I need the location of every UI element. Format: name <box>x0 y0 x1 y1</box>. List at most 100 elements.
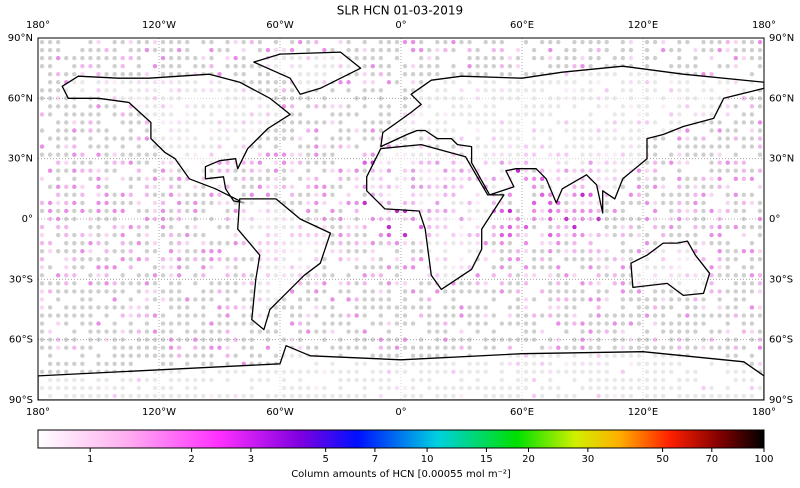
sample-dot <box>346 88 351 93</box>
sample-dot <box>314 281 319 286</box>
sample-dot <box>225 321 230 326</box>
sample-dot <box>144 120 150 125</box>
sample-dot <box>144 208 150 214</box>
sample-dot <box>354 200 359 206</box>
sample-dot <box>685 208 690 214</box>
sample-dot <box>693 63 698 69</box>
sample-dot <box>733 104 738 109</box>
sample-dot <box>628 297 634 302</box>
sample-dot <box>64 112 69 117</box>
sample-dot <box>249 39 254 45</box>
sample-dot <box>757 361 763 366</box>
sample-dot <box>120 112 125 117</box>
sample-dot <box>322 152 327 157</box>
sample-dot <box>217 72 222 77</box>
y-tick-label: 60°N <box>8 93 33 104</box>
sample-dot <box>330 144 335 149</box>
sample-dot <box>459 305 464 310</box>
sample-dot <box>741 273 747 278</box>
sample-dot <box>185 47 190 53</box>
sample-dot <box>475 72 480 77</box>
sample-dot <box>418 55 424 61</box>
sample-dot <box>241 240 246 246</box>
sample-dot <box>338 104 343 109</box>
sample-dot <box>685 176 690 181</box>
sample-dot <box>451 144 456 149</box>
sample-dot <box>677 224 682 230</box>
sample-dot <box>338 321 343 326</box>
sample-dot <box>709 160 714 165</box>
sample-dot <box>297 39 303 45</box>
sample-dot <box>548 345 553 350</box>
sample-dot <box>96 281 101 286</box>
sample-dot <box>596 321 601 326</box>
sample-dot <box>652 321 658 326</box>
colorbar-tick-label: 2 <box>188 454 194 465</box>
sample-dot <box>104 55 109 61</box>
sample-dot <box>47 168 53 173</box>
sample-dot <box>757 305 763 310</box>
sample-dot <box>394 39 400 45</box>
sample-dot <box>136 289 142 294</box>
sample-dot <box>354 305 359 310</box>
sample-dot <box>55 96 61 101</box>
sample-dot <box>88 39 93 45</box>
sample-dot <box>168 273 174 278</box>
sample-dot <box>201 321 206 326</box>
sample-dot <box>652 144 658 149</box>
sample-dot <box>233 353 238 358</box>
sample-dot <box>604 289 609 294</box>
sample-dot <box>757 224 763 230</box>
sample-dot <box>346 112 351 117</box>
sample-dot <box>120 313 125 318</box>
sample-dot <box>410 240 416 246</box>
sample-dot <box>39 265 45 270</box>
sample-dot <box>475 273 480 278</box>
sample-dot <box>96 265 101 270</box>
sample-dot <box>644 297 650 302</box>
sample-dot <box>556 39 561 45</box>
sample-dot <box>693 184 698 190</box>
sample-dot <box>709 152 714 157</box>
sample-dot <box>152 176 158 181</box>
sample-dot <box>628 337 634 342</box>
sample-dot <box>677 337 682 342</box>
sample-dot <box>39 176 45 181</box>
sample-dot <box>717 297 722 302</box>
sample-dot <box>55 72 61 77</box>
sample-dot <box>120 152 125 157</box>
sample-dot <box>136 345 142 350</box>
sample-dot <box>572 208 577 214</box>
sample-dot <box>152 289 158 294</box>
sample-dot <box>168 337 174 342</box>
sample-dot <box>507 248 513 254</box>
sample-dot <box>427 273 432 278</box>
sample-dot <box>322 200 327 206</box>
sample-dot <box>217 192 222 198</box>
sample-dot <box>80 240 85 246</box>
sample-dot <box>160 329 166 334</box>
sample-dot <box>88 55 93 61</box>
sample-dot <box>225 47 230 53</box>
sample-dot <box>660 289 666 294</box>
sample-dot <box>88 168 93 173</box>
sample-dot <box>669 192 674 198</box>
sample-dot <box>168 257 174 262</box>
sample-dot <box>80 55 85 61</box>
sample-dot <box>378 47 384 53</box>
sample-dot <box>717 168 722 173</box>
sample-dot <box>588 200 593 206</box>
sample-dot <box>144 257 150 262</box>
colorbar-tick-label: 20 <box>522 454 535 465</box>
sample-dot <box>370 47 375 53</box>
sample-dot <box>112 208 117 214</box>
sample-dot <box>72 289 77 294</box>
y-tick-label: 30°S <box>769 274 793 285</box>
sample-dot <box>507 232 513 238</box>
sample-dot <box>677 63 682 69</box>
sample-dot <box>499 55 505 61</box>
sample-dot <box>201 297 206 302</box>
sample-dot <box>733 353 738 358</box>
sample-dot <box>386 80 392 85</box>
map-title: SLR HCN 01-03-2019 <box>337 4 463 18</box>
